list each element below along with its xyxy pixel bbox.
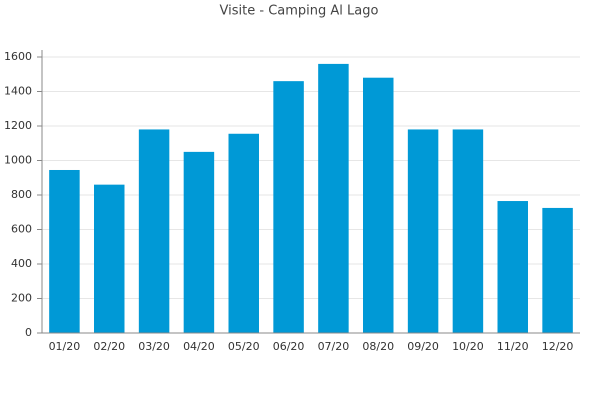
x-tick-label: 10/20 <box>452 340 484 353</box>
x-tick-label: 08/20 <box>362 340 394 353</box>
x-tick-label: 03/20 <box>138 340 170 353</box>
y-tick-label: 0 <box>25 326 32 339</box>
bar <box>183 151 215 333</box>
x-tick-label: 06/20 <box>273 340 305 353</box>
bar <box>452 129 484 333</box>
bar <box>407 129 439 333</box>
chart-title: Visite - Camping Al Lago <box>220 4 379 19</box>
x-tick-label: 01/20 <box>49 340 81 353</box>
y-tick-label: 800 <box>11 188 32 201</box>
y-tick-label: 600 <box>11 223 32 236</box>
bar <box>49 169 80 333</box>
bar <box>542 207 573 333</box>
bar <box>138 129 170 333</box>
y-tick-label: 1600 <box>4 50 32 63</box>
bar <box>318 63 349 334</box>
x-tick-label: 12/20 <box>542 340 574 353</box>
bar <box>228 133 259 333</box>
y-tick-label: 1400 <box>4 85 32 98</box>
bar <box>363 77 394 333</box>
bar <box>497 201 528 333</box>
x-tick-label: 11/20 <box>497 340 529 353</box>
x-tick-label: 02/20 <box>93 340 125 353</box>
x-tick-label: 09/20 <box>407 340 439 353</box>
y-tick-label: 400 <box>11 257 32 270</box>
bar <box>94 184 125 333</box>
y-tick-label: 200 <box>11 292 32 305</box>
y-tick-label: 1200 <box>4 119 32 132</box>
x-tick-label: 07/20 <box>318 340 350 353</box>
y-tick-label: 1000 <box>4 154 32 167</box>
x-tick-label: 04/20 <box>183 340 215 353</box>
x-tick-label: 05/20 <box>228 340 260 353</box>
bar <box>273 81 304 334</box>
